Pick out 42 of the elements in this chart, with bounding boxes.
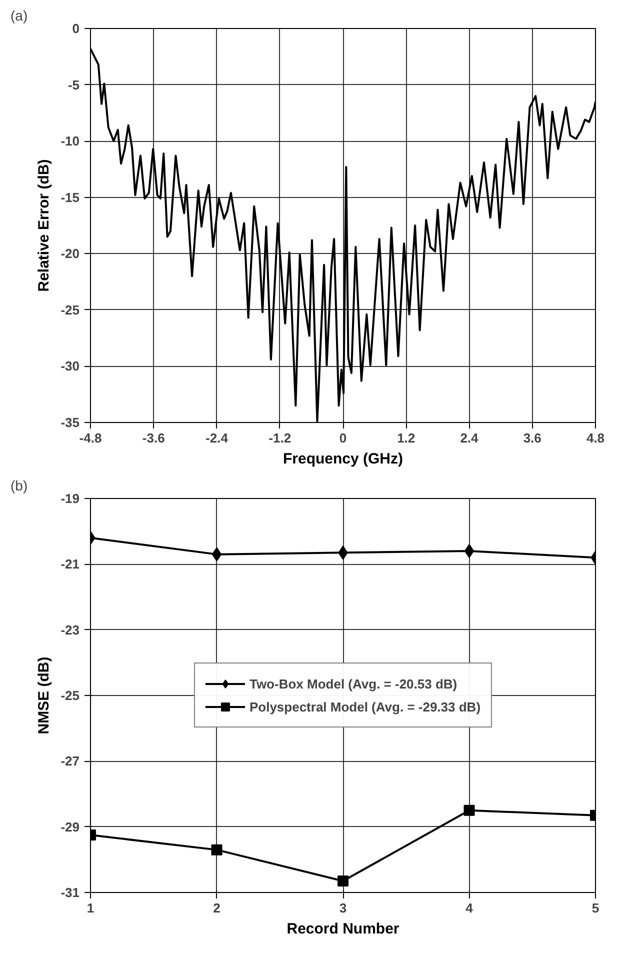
y-tick-label: -15: [60, 190, 80, 205]
x-axis-title: Record Number: [286, 920, 400, 938]
y-axis-title: Relative Error (dB): [36, 159, 53, 292]
y-tick-label: -19: [60, 491, 80, 506]
x-tick-label: -4.8: [79, 430, 102, 446]
y-tick-label: -29: [60, 819, 80, 834]
x-tick-label: 1: [86, 900, 94, 916]
y-tick-label: -5: [68, 77, 80, 92]
point: [464, 804, 475, 816]
x-tick-label: -1.2: [268, 430, 292, 446]
y-tick-label: -25: [60, 688, 80, 703]
y-tick-label: -31: [60, 885, 80, 900]
x-tick-label: 3: [339, 900, 347, 916]
x-tick-label: 0: [339, 430, 347, 446]
x-tick-label: 4.8: [586, 430, 605, 446]
x-tick-label: 1.2: [397, 430, 416, 446]
y-axis-title: NMSE (dB): [36, 656, 53, 734]
x-tick-label: 5: [592, 900, 600, 916]
y-tick-label: -10: [60, 134, 80, 149]
point: [338, 876, 348, 887]
y-tick-label: -20: [60, 246, 80, 262]
x-tick-label: -2.4: [206, 430, 229, 446]
legend-label: Two-Box Model (Avg. = -20.53 dB): [249, 676, 458, 691]
y-tick-label: -35: [60, 415, 80, 430]
y-tick-label: -30: [60, 358, 80, 374]
y-tick-label: -23: [60, 622, 80, 638]
x-tick-label: 2.4: [460, 430, 480, 446]
point: [211, 844, 222, 856]
x-axis-title: Frequency (GHz): [282, 450, 404, 468]
y-tick-label: -27: [60, 754, 80, 769]
point: [212, 547, 222, 562]
point: [464, 544, 474, 558]
chart-title: (a): [10, 8, 28, 24]
x-tick-label: 3.6: [523, 430, 542, 446]
y-tick-label: -21: [60, 556, 80, 572]
x-tick-label: 4: [466, 900, 474, 916]
y-tick-label: 0: [72, 21, 80, 36]
legend-label: Polyspectral Model (Avg. = -29.33 dB): [249, 699, 481, 714]
chart-title: (b): [10, 478, 28, 494]
y-tick-label: -25: [60, 302, 80, 318]
x-tick-label: 2: [213, 900, 220, 916]
x-tick-label: -3.6: [142, 430, 165, 446]
